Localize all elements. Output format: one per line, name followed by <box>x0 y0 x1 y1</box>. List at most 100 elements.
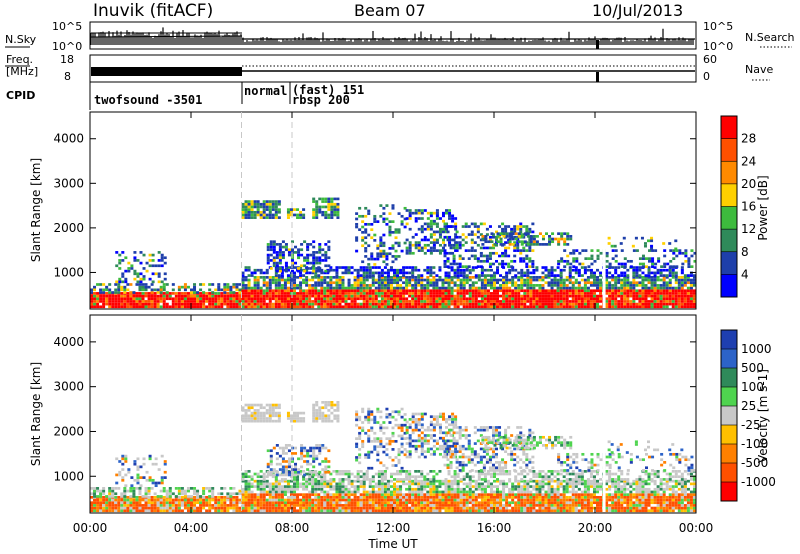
power-cell <box>551 240 555 244</box>
power-cell <box>586 302 590 306</box>
velocity-cell <box>483 493 487 496</box>
velocity-cell <box>556 498 560 502</box>
power-cell <box>329 289 333 293</box>
power-cell <box>361 244 365 248</box>
power-cell <box>574 297 578 301</box>
power-cell <box>483 297 487 301</box>
velocity-cell <box>127 468 131 471</box>
power-cell <box>247 297 251 301</box>
power-cell <box>580 278 584 282</box>
velocity-cell <box>299 509 303 513</box>
velocity-cell <box>193 509 197 513</box>
power-cell <box>241 302 245 306</box>
power-cell <box>483 305 487 309</box>
power-cell <box>265 292 269 295</box>
velocity-cell <box>262 493 266 496</box>
power-cell <box>480 268 484 272</box>
velocity-cell <box>108 492 112 496</box>
power-cell <box>445 235 449 239</box>
power-cell <box>620 265 624 268</box>
power-cell <box>614 300 618 303</box>
velocity-cell <box>538 493 542 496</box>
power-cell <box>626 286 630 290</box>
power-cell <box>489 294 493 298</box>
power-cell <box>629 292 633 295</box>
power-cell <box>350 292 354 295</box>
power-cell <box>519 249 523 252</box>
power-cell <box>454 227 458 231</box>
velocity-cell <box>286 498 290 502</box>
power-cell <box>480 281 484 285</box>
power-cell <box>608 284 612 287</box>
power-cell <box>308 305 312 309</box>
power-cell <box>429 249 433 252</box>
power-cell <box>647 268 651 272</box>
power-cell <box>129 302 133 306</box>
power-cell <box>383 276 387 279</box>
power-cell <box>141 288 145 292</box>
power-cell <box>686 292 690 295</box>
velocity-cell <box>268 495 272 499</box>
power-cell <box>160 280 164 284</box>
velocity-cell <box>386 501 390 505</box>
velocity-cell <box>453 506 457 510</box>
power-cell <box>397 212 401 215</box>
power-cell <box>417 268 421 272</box>
power-cell <box>309 261 313 265</box>
power-cell <box>314 292 318 295</box>
power-cell <box>411 235 415 239</box>
power-cell <box>317 305 321 309</box>
power-cell <box>283 294 287 298</box>
velocity-cell <box>359 495 363 499</box>
power-cell <box>426 222 430 226</box>
power-cell <box>620 300 624 303</box>
power-cell <box>483 292 487 295</box>
power-cell <box>516 235 520 239</box>
power-cell <box>571 305 575 309</box>
power-cell <box>690 254 694 258</box>
power-cell <box>541 302 545 306</box>
power-cell <box>290 240 294 244</box>
power-cell <box>556 305 560 309</box>
velocity-cell <box>217 504 221 507</box>
power-cell <box>391 260 395 264</box>
power-cell <box>383 297 387 301</box>
power-cell <box>644 300 648 303</box>
power-cell <box>641 292 645 295</box>
power-cell <box>458 262 462 266</box>
power-cell <box>571 284 575 287</box>
power-cell <box>305 305 309 309</box>
power-cell <box>599 284 603 287</box>
power-cell <box>435 281 439 285</box>
power-cell <box>402 289 406 293</box>
power-cell <box>492 271 496 275</box>
power-cell <box>689 292 693 295</box>
power-cell <box>283 278 287 282</box>
power-cell <box>177 294 181 298</box>
velocity-cell <box>374 493 378 496</box>
power-cell <box>429 278 433 282</box>
power-cell <box>121 275 125 278</box>
velocity-cell <box>124 460 128 463</box>
power-cell <box>142 253 146 257</box>
power-cell <box>247 278 251 282</box>
power-cell <box>148 253 152 257</box>
power-cell <box>499 305 503 309</box>
power-cell <box>486 268 490 272</box>
velocity-cell <box>317 506 321 510</box>
power-cell <box>105 300 109 303</box>
power-cell <box>451 217 455 220</box>
power-cell <box>411 268 415 272</box>
velocity-cell <box>529 504 533 507</box>
power-cell <box>620 262 624 266</box>
power-cell <box>132 300 136 303</box>
power-cell <box>358 214 362 218</box>
power-cell <box>244 202 248 206</box>
power-cell <box>180 285 184 289</box>
velocity-cell <box>159 509 163 513</box>
velocity-cell <box>168 487 172 490</box>
velocity-cell <box>117 501 121 505</box>
velocity-cell <box>371 504 375 507</box>
power-cell <box>566 237 570 241</box>
velocity-cell <box>329 493 333 496</box>
